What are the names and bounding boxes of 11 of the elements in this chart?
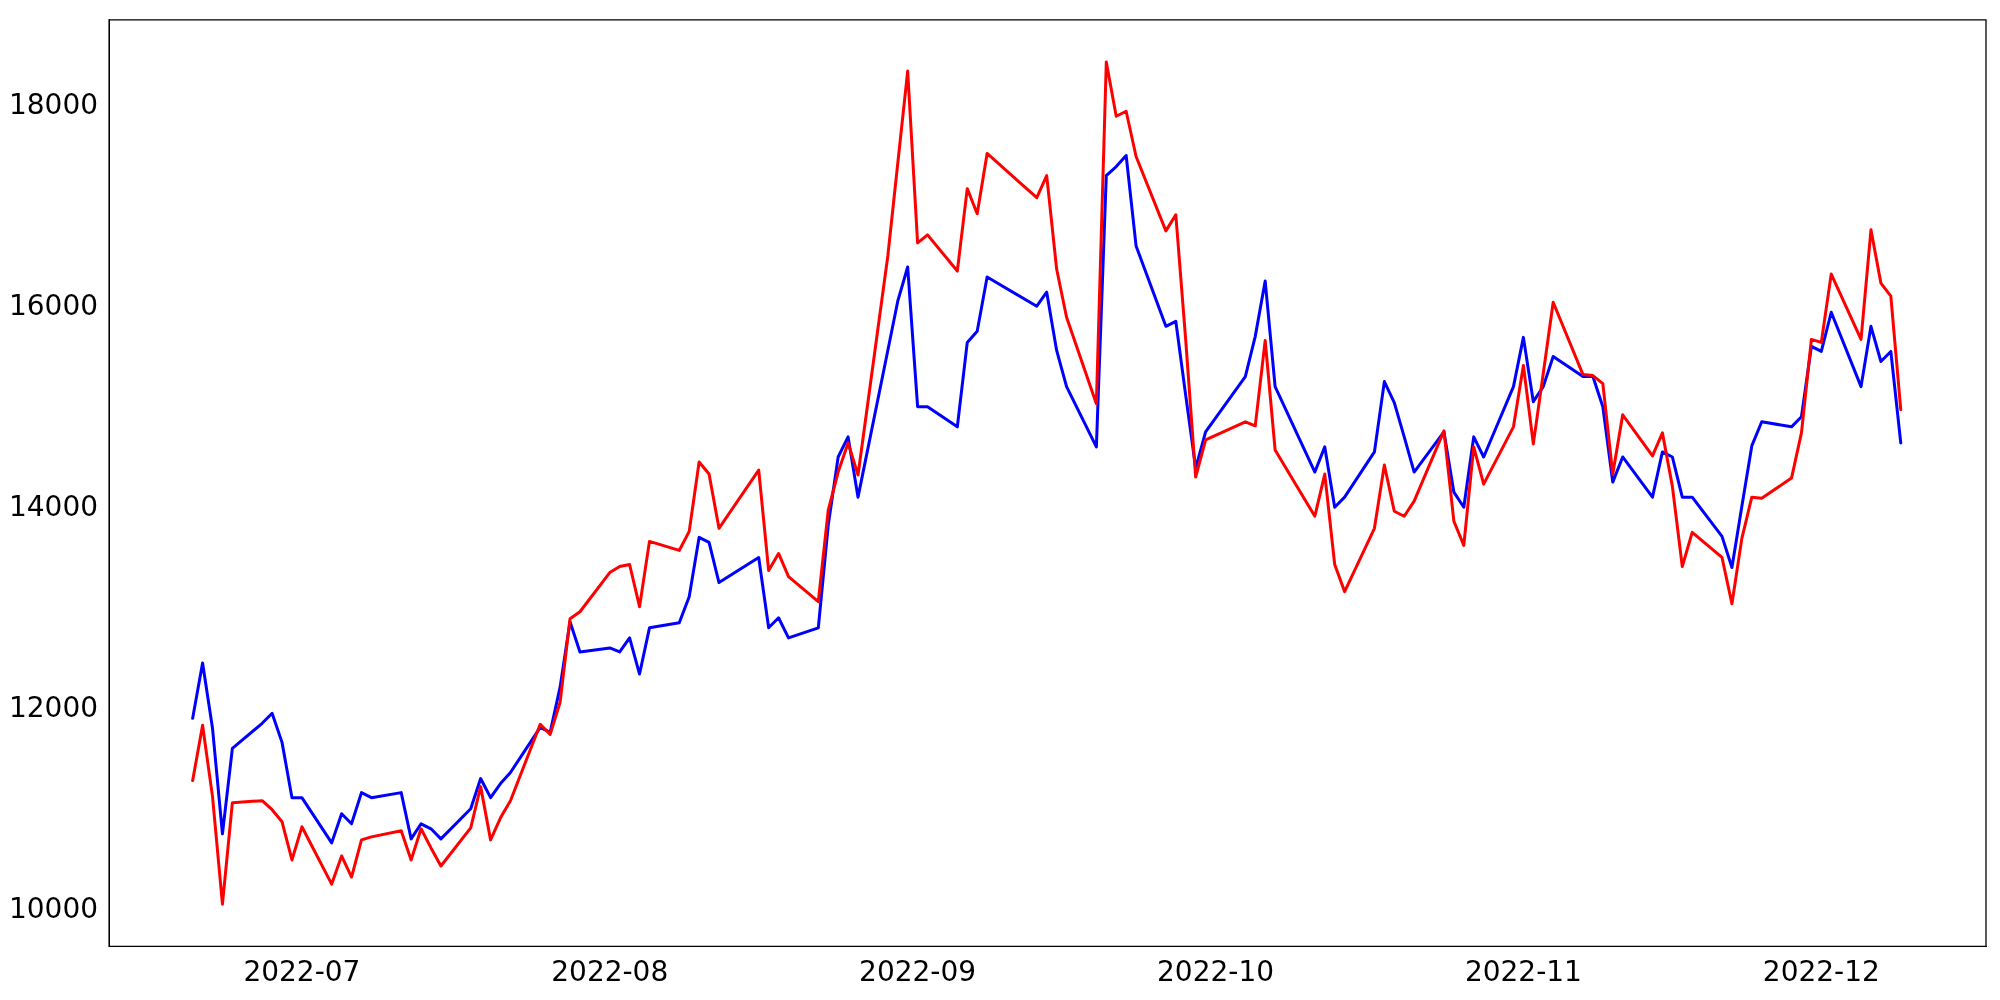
x-tick-label: 2022-12: [1762, 955, 1880, 989]
y-tick-label: 18000: [8, 87, 99, 121]
y-tick-label: 12000: [8, 690, 99, 724]
x-tick-label: 2022-10: [1157, 955, 1275, 989]
y-tick-label: 16000: [8, 288, 99, 322]
y-tick-label: 14000: [8, 489, 99, 523]
x-tick-label: 2022-09: [859, 955, 977, 989]
x-tick-label: 2022-08: [551, 955, 669, 989]
y-tick-label: 10000: [8, 891, 99, 925]
x-tick-label: 2022-11: [1464, 955, 1582, 989]
x-tick-label: 2022-07: [243, 955, 361, 989]
